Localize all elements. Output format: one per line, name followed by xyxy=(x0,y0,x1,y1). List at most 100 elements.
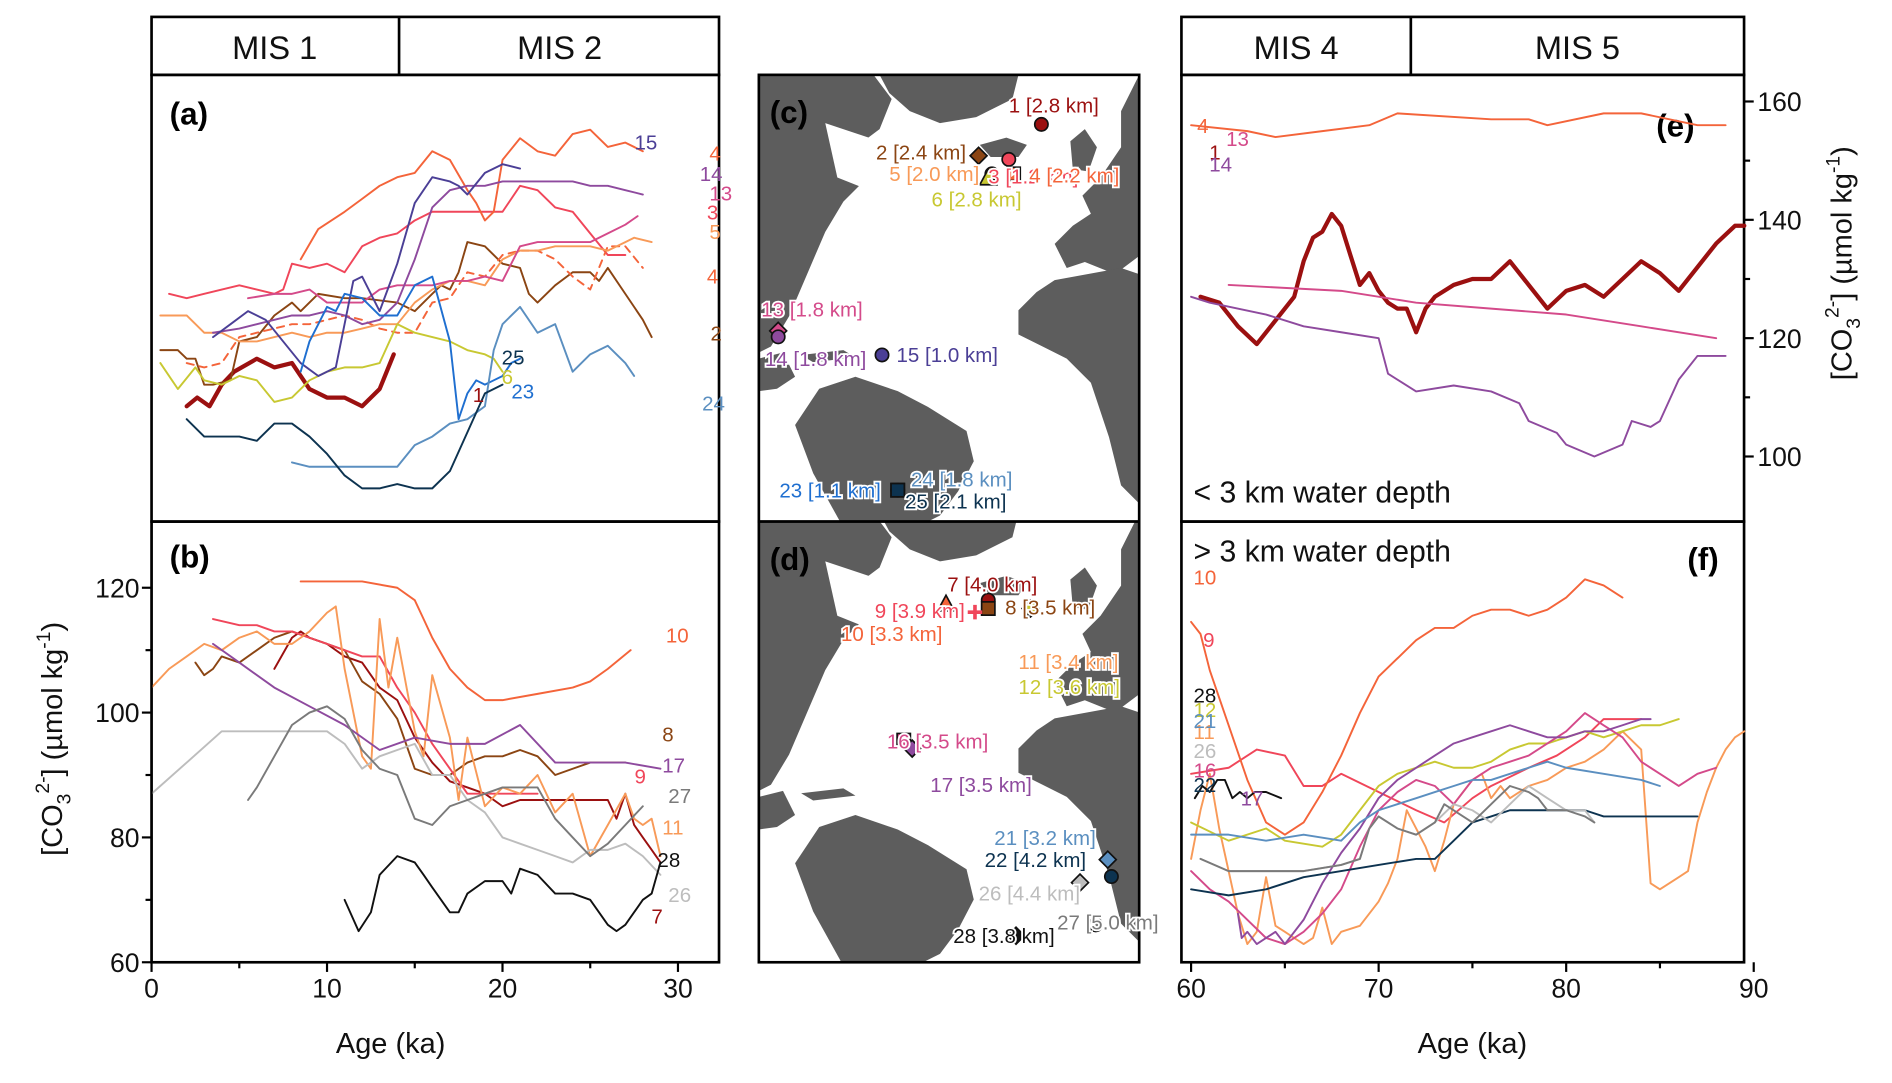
series-label-f-16: 16 xyxy=(1194,760,1217,783)
series-line-a-25 xyxy=(185,383,504,490)
series-line-e-1 xyxy=(1198,211,1747,347)
y-tick-label-right: 120 xyxy=(1757,324,1801,354)
series-line-b-8 xyxy=(194,630,627,776)
y-tick-label-left: 80 xyxy=(110,823,140,853)
y-tick-label-right: 100 xyxy=(1757,442,1801,472)
x-tick-label-right: 80 xyxy=(1551,973,1581,1003)
series-label-e-14: 14 xyxy=(1209,153,1232,176)
series-line-a-5 xyxy=(159,236,653,343)
y-axis-left: 60 80 100 120 xyxy=(95,521,153,978)
site-marker-15-circle-icon xyxy=(874,347,890,363)
mis-1-label: MIS 1 xyxy=(232,29,317,66)
series-label-b-27: 27 xyxy=(668,785,691,808)
site-label-26: 26 [4.4 km] xyxy=(979,883,1081,906)
series-label-b-10: 10 xyxy=(666,624,689,647)
panel-c-label: (c) xyxy=(770,95,808,130)
series-line-a-13 xyxy=(247,215,639,304)
y-tick-label-right: 160 xyxy=(1757,87,1801,117)
series-label-a-1: 1 xyxy=(473,384,484,407)
series-line-a-4-dashed- xyxy=(185,245,644,369)
site-label-15: 15 [1.0 km] xyxy=(896,344,998,367)
series-label-a-6: 6 xyxy=(502,366,513,389)
y-tick-label-right: 140 xyxy=(1757,205,1801,235)
series-label-f-10: 10 xyxy=(1194,566,1217,589)
map-c: (c) 1 [2.8 km] 2 [2.4 km] 3 [1.2 km]4 [2.2… xyxy=(757,73,1141,523)
site-label-3: 3 [1.2 km] xyxy=(988,166,1078,189)
mis-5-label: MIS 5 xyxy=(1535,29,1620,66)
panel-d-label: (d) xyxy=(770,542,810,577)
series-line-f-9 xyxy=(1190,718,1643,824)
y-tick-label-left: 100 xyxy=(95,698,139,728)
site-label-24: 24 [1.8 km] xyxy=(911,469,1013,492)
series-line-f-11 xyxy=(1190,730,1746,945)
site-label-1: 1 [2.8 km] xyxy=(1009,94,1099,117)
series-label-a-24: 24 xyxy=(702,393,725,416)
site-marker-21-diamond-icon xyxy=(1098,849,1118,870)
panel-a-label: (a) xyxy=(170,96,208,131)
site-label-7: 7 [4.0 km] xyxy=(947,574,1037,597)
series-label-a-5: 5 xyxy=(709,221,720,244)
y-tick-label-left: 120 xyxy=(95,573,139,603)
series-label-a-3: 3 xyxy=(707,202,718,225)
site-label-11: 11 [3.4 km] xyxy=(1018,651,1118,674)
series-line-f-12 xyxy=(1190,718,1680,848)
site-marker-1-circle-icon xyxy=(1033,116,1049,132)
x-axis-left: 0 10 20 30 xyxy=(144,962,693,1003)
site-marker-27-circle-icon xyxy=(1088,917,1104,933)
y-axis-label-right: [CO32-] (µmol kg-1) xyxy=(1822,146,1865,380)
series-label-b-28: 28 xyxy=(657,849,680,872)
series-label-b-9: 9 xyxy=(635,766,646,789)
series-line-f-27 xyxy=(1199,785,1596,873)
series-line-f-10 xyxy=(1190,578,1624,836)
site-marker-3-circle-icon xyxy=(1001,151,1017,167)
series-line-e-13 xyxy=(1227,283,1718,340)
series-label-b-8: 8 xyxy=(662,723,673,746)
x-tick-label-left: 0 xyxy=(144,973,159,1003)
site-marker-28-diamond-icon xyxy=(1006,926,1026,946)
site-marker-14-circle-icon xyxy=(770,329,786,345)
series-line-b-7 xyxy=(273,630,662,864)
series-line-f-21 xyxy=(1190,760,1661,842)
x-tick-label-left: 20 xyxy=(488,973,518,1003)
series-line-b-27 xyxy=(247,705,644,858)
series-label-a-14: 14 xyxy=(700,163,723,186)
series-label-f-9: 9 xyxy=(1203,629,1214,652)
series-label-e-1: 1 xyxy=(1209,141,1220,164)
series-label-f-22: 22 xyxy=(1194,774,1217,797)
site-marker-25-square-icon xyxy=(890,482,906,498)
series-line-b-17 xyxy=(212,642,662,770)
series-label-e-13: 13 xyxy=(1226,128,1249,151)
series-label-b-17: 17 xyxy=(662,755,685,778)
right-column: MIS 4 MIS 5 (e) < 3 km water depth 14131… xyxy=(1176,15,1865,1060)
site-marker-9-cross-icon xyxy=(967,604,983,620)
x-tick-label-right: 60 xyxy=(1176,973,1206,1003)
deep-depth-label: > 3 km water depth xyxy=(1194,535,1451,568)
panel-b-plot: 7 89 10 11 17 26 27 28 xyxy=(150,580,691,933)
x-axis-right: 60 70 80 90 xyxy=(1176,962,1768,1003)
series-line-a-3 xyxy=(168,184,627,300)
site-label-8: 8 [3.5 km] xyxy=(1005,597,1095,620)
site-label-14: 14 [1.8 km] xyxy=(765,348,867,371)
site-marker-8-square-icon xyxy=(980,601,996,616)
site-marker-4-square-icon xyxy=(1006,166,1022,182)
series-line-a-23 xyxy=(299,275,522,421)
y-axis-label-left: [CO32-] (µmol kg-1) xyxy=(33,622,76,856)
y-axis-right: 100 120 140 160 xyxy=(1744,87,1802,472)
panel-b-label: (b) xyxy=(170,539,210,574)
x-tick-label-left: 10 xyxy=(312,973,342,1003)
panel-f-label: (f) xyxy=(1687,542,1718,577)
series-line-f-16 xyxy=(1190,712,1718,945)
map-c-sites: 1 [2.8 km] 2 [2.4 km] 3 [1.2 km]4 [2.2 km]… xyxy=(759,92,1121,515)
series-line-a-4 xyxy=(299,128,644,261)
series-line-f-17 xyxy=(1236,718,1652,945)
series-label-f-12: 12 xyxy=(1194,699,1217,722)
site-marker-12-circle-icon xyxy=(1023,601,1039,616)
site-label-16: 16 [3.5 km] xyxy=(887,731,989,754)
site-marker-6-triangle-icon xyxy=(978,167,999,186)
series-label-b-26: 26 xyxy=(668,884,691,907)
